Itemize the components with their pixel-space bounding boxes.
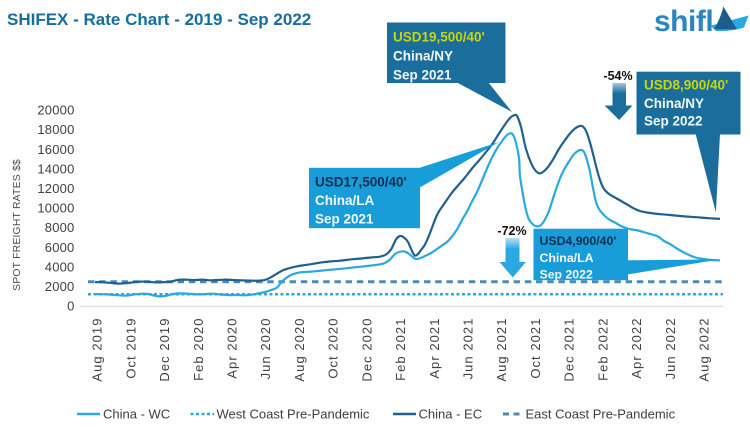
svg-text:Jun 2022: Jun 2022 — [663, 318, 678, 380]
svg-text:Sep 2022: Sep 2022 — [644, 114, 703, 129]
svg-text:Oct 2019: Oct 2019 — [123, 318, 138, 379]
svg-text:Sep 2022: Sep 2022 — [540, 268, 593, 282]
svg-text:10000: 10000 — [37, 201, 74, 216]
svg-text:Apr 2020: Apr 2020 — [225, 318, 240, 379]
svg-text:USD4,900/40': USD4,900/40' — [540, 234, 617, 248]
svg-text:West Coast Pre-Pandemic: West Coast Pre-Pandemic — [217, 406, 370, 421]
svg-text:East Coast Pre-Pandemic: East Coast Pre-Pandemic — [526, 406, 676, 421]
svg-text:20000: 20000 — [37, 103, 74, 118]
svg-text:Jun 2021: Jun 2021 — [461, 318, 476, 380]
svg-text:0: 0 — [67, 299, 74, 314]
svg-text:Apr 2022: Apr 2022 — [629, 318, 644, 379]
svg-text:Sep 2021: Sep 2021 — [393, 68, 452, 83]
svg-text:Aug 2021: Aug 2021 — [494, 318, 509, 382]
svg-text:SHIFEX - Rate Chart - 2019 - S: SHIFEX - Rate Chart - 2019 - Sep 2022 — [7, 10, 311, 29]
svg-text:6000: 6000 — [45, 240, 75, 255]
svg-text:Aug 2019: Aug 2019 — [90, 318, 105, 382]
svg-text:8000: 8000 — [45, 220, 75, 235]
svg-text:USD19,500/40': USD19,500/40' — [393, 30, 485, 45]
svg-text:16000: 16000 — [37, 142, 74, 157]
svg-text:Aug 2020: Aug 2020 — [292, 318, 307, 382]
svg-text:2000: 2000 — [45, 279, 75, 294]
svg-text:Apr 2021: Apr 2021 — [427, 318, 442, 379]
svg-text:-54%: -54% — [603, 69, 632, 83]
svg-text:4000: 4000 — [45, 259, 75, 274]
svg-text:14000: 14000 — [37, 161, 74, 176]
svg-text:China - EC: China - EC — [419, 406, 483, 421]
svg-text:12000: 12000 — [37, 181, 74, 196]
svg-text:China/LA: China/LA — [315, 193, 374, 208]
svg-text:Dec 2019: Dec 2019 — [157, 318, 172, 382]
svg-text:SPOT FREIGHT RATES $$: SPOT FREIGHT RATES $$ — [12, 159, 23, 291]
svg-text:-72%: -72% — [497, 224, 526, 238]
svg-text:shifl: shifl — [654, 5, 713, 38]
svg-text:China/LA: China/LA — [540, 251, 594, 265]
svg-text:Feb 2020: Feb 2020 — [191, 318, 206, 381]
svg-text:USD17,500/40': USD17,500/40' — [315, 175, 407, 190]
svg-text:Feb 2022: Feb 2022 — [595, 318, 610, 381]
svg-text:Sep 2021: Sep 2021 — [315, 212, 374, 227]
svg-text:Aug 2022: Aug 2022 — [697, 318, 712, 382]
svg-text:China/NY: China/NY — [393, 49, 453, 64]
svg-text:Oct 2021: Oct 2021 — [528, 318, 543, 379]
svg-text:Dec 2021: Dec 2021 — [562, 318, 577, 382]
svg-text:USD8,900/40': USD8,900/40' — [644, 78, 728, 93]
svg-text:Oct 2020: Oct 2020 — [326, 318, 341, 379]
svg-text:Jun 2020: Jun 2020 — [258, 318, 273, 380]
svg-text:18000: 18000 — [37, 122, 74, 137]
svg-text:China - WC: China - WC — [103, 406, 170, 421]
svg-text:Dec 2020: Dec 2020 — [359, 318, 374, 382]
svg-text:Feb 2021: Feb 2021 — [393, 318, 408, 381]
svg-text:China/NY: China/NY — [644, 96, 704, 111]
